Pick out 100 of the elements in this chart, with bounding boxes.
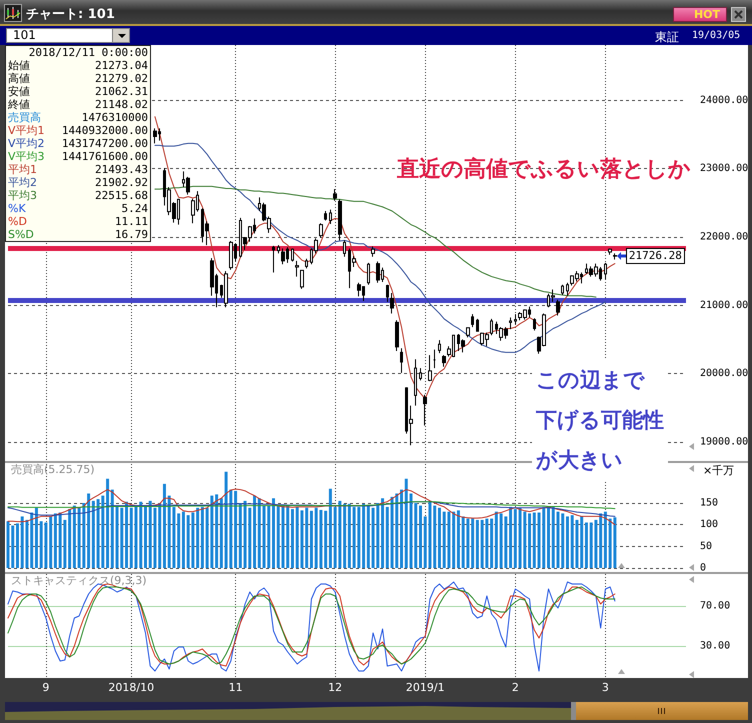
data-label: 21279.02: [95, 72, 148, 85]
annotation: 21726.28: [626, 248, 685, 264]
line-series: [8, 488, 616, 526]
data-label: 1440932000.00: [62, 124, 148, 137]
x-tick-label: 11: [228, 681, 243, 694]
candlestick: [324, 210, 327, 222]
candlestick: [338, 198, 342, 241]
bar: [613, 517, 616, 568]
candlestick: [613, 252, 617, 260]
category-label: %K: [8, 202, 26, 215]
candlestick: [442, 354, 446, 368]
annotation: 直近の高値でふるい落としか: [396, 157, 692, 183]
button: HOT: [673, 7, 727, 22]
candlestick: [604, 262, 607, 280]
category-label: V平均3: [8, 150, 45, 163]
category-label: 始値: [8, 59, 30, 72]
x-tick-label: 3: [602, 681, 609, 694]
candlestick: [343, 240, 346, 258]
candlestick: [395, 320, 399, 352]
candlestick: [566, 282, 569, 296]
candlestick: [466, 327, 470, 338]
line-series: [154, 186, 596, 298]
data-label: 1431747200.00: [62, 137, 148, 150]
y-tick-label: 19000.00: [700, 436, 748, 448]
candlestick: [153, 128, 157, 144]
candlestick: [400, 348, 403, 374]
candlestick: [561, 284, 564, 296]
candlestick: [490, 318, 493, 336]
candlestick: [371, 246, 375, 258]
candlestick: [476, 318, 479, 332]
data-label: 16.79: [114, 228, 148, 241]
y-tick-label: 100: [700, 519, 718, 530]
y-axis-title: ×千万: [703, 464, 734, 477]
candlestick: [471, 314, 474, 328]
annotation: この辺まで下げる可能性が大きい: [532, 360, 668, 480]
candlestick: [333, 188, 337, 202]
candlestick: [414, 358, 417, 406]
y-tick-label: 150: [700, 498, 718, 508]
category-label: 終値: [8, 98, 30, 111]
text: チャート: 101: [26, 6, 115, 23]
y-tick-label: 70.00: [700, 600, 730, 612]
y-tick-label: 23000.00: [700, 163, 748, 174]
candlestick: [423, 394, 427, 426]
category-label: S%D: [8, 228, 34, 241]
y-tick-label: 24000.00: [700, 94, 748, 106]
text: 19/03/05: [692, 30, 740, 41]
data-label: 21273.04: [95, 59, 148, 72]
candlestick: [514, 314, 517, 325]
line-series: [8, 501, 616, 517]
chart-title: 売買高(5.25.75): [11, 463, 95, 476]
y-tick-label: 21000.00: [700, 300, 748, 311]
data-label: 1476310000: [82, 111, 148, 124]
candlestick: [419, 368, 422, 381]
candlestick: [277, 244, 280, 254]
candlestick: [428, 354, 432, 382]
line-series: [8, 501, 616, 510]
category-label: V平均2: [8, 137, 45, 150]
chart-title: ストキャスティクス(9,3,3): [11, 574, 147, 587]
data-label: 22515.68: [95, 189, 148, 202]
x-tick-label: 2: [512, 681, 519, 694]
candlestick: [329, 209, 332, 224]
data-label: 21493.43: [95, 163, 148, 176]
data-label: 21148.02: [95, 98, 148, 111]
candlestick: [300, 270, 304, 290]
data-label: 1441761600.00: [62, 150, 148, 163]
data-label: 21062.31: [95, 85, 148, 98]
candlestick: [357, 282, 361, 297]
candlestick: [433, 349, 436, 369]
candlestick: [438, 340, 441, 354]
data-label: 21902.92: [95, 176, 148, 189]
candlestick: [556, 299, 560, 316]
candlestick: [295, 260, 299, 278]
candlestick: [376, 261, 380, 284]
category-label: %D: [8, 215, 27, 228]
y-tick-label: 20000.00: [700, 368, 748, 380]
category-label: 安値: [8, 85, 30, 98]
combo-box: 101: [6, 28, 130, 43]
y-tick-label: 0: [700, 562, 706, 574]
x-tick-label: 9: [42, 681, 50, 694]
candlestick: [272, 245, 275, 273]
candlestick: [305, 258, 308, 269]
x-tick-label: 12: [328, 681, 342, 694]
candlestick: [224, 270, 228, 308]
category-label: 平均2: [8, 176, 37, 189]
y-tick-label: 30.00: [700, 640, 730, 652]
data-label: 5.24: [122, 202, 148, 215]
candlestick: [386, 284, 389, 302]
x-tick-label: 2019/1: [406, 681, 445, 694]
data-label: 11.11: [114, 215, 148, 228]
x-tick-label: 2018/10: [108, 681, 154, 694]
category-label: 平均3: [8, 189, 37, 202]
y-tick-label: 50: [700, 540, 712, 552]
text: 2018/12/11 0:00:00: [28, 46, 148, 59]
candlestick: [390, 292, 394, 314]
y-tick-label: 22000.00: [700, 231, 748, 242]
candlestick: [319, 222, 323, 238]
candlestick: [281, 248, 285, 265]
candlestick: [291, 248, 294, 262]
candlestick: [367, 262, 370, 286]
candlestick: [509, 317, 512, 330]
